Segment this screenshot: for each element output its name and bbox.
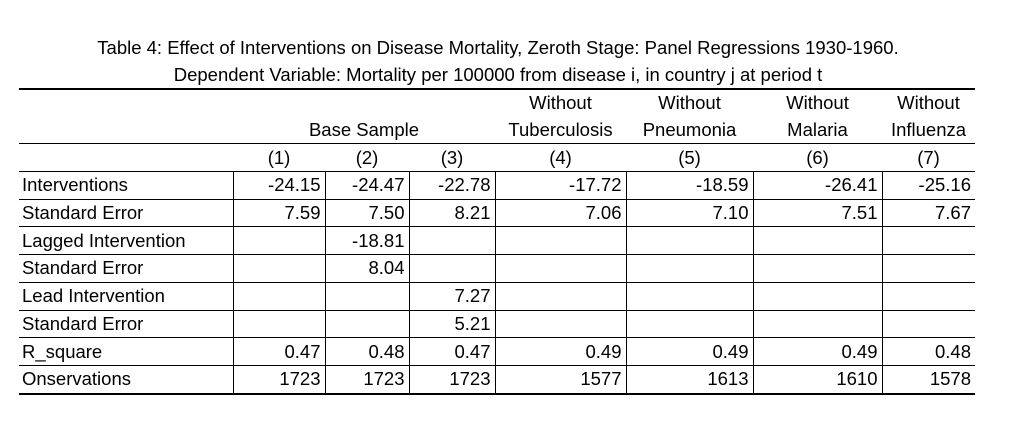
table-cell [626, 310, 754, 339]
column-number: (6) [753, 143, 882, 173]
column-number: (5) [626, 143, 753, 173]
table-cell: 7.50 [325, 199, 410, 228]
table-cell [753, 226, 883, 256]
header-row-columns: (1) (2) (3) (4) (5) (6) (7) [19, 143, 975, 173]
row-label: Standard Error [19, 254, 234, 283]
table-cell [495, 282, 627, 311]
header-pneumonia: Pneumonia [626, 116, 753, 145]
header-base-sample: Base Sample [233, 116, 495, 145]
regression-table: Without Without Without Without Base Sam… [19, 88, 975, 395]
table-cell: 8.04 [325, 254, 410, 283]
table-cell: -17.72 [495, 171, 627, 200]
table-cell [626, 282, 754, 311]
table-cell: 0.47 [409, 337, 496, 366]
table-cell: 0.49 [495, 337, 627, 366]
table-cell [409, 226, 496, 256]
table-cell [626, 254, 754, 283]
table-row: Interventions -24.15 -24.47 -22.78 -17.72 -18… [19, 171, 975, 200]
table-cell: 1613 [626, 365, 754, 395]
table-cell: 7.06 [495, 199, 627, 228]
table-cell [233, 282, 326, 311]
table-row: Standard Error 7.59 7.50 8.21 7.06 7.10 7.51 7.… [19, 199, 975, 228]
table-cell: 0.47 [233, 337, 326, 366]
table-row: Standard Error 8.04 [19, 254, 975, 283]
table-cell [882, 226, 975, 256]
table-row: Lagged Intervention -18.81 [19, 226, 975, 256]
table-cell: 1723 [233, 365, 326, 395]
column-number: (7) [882, 143, 975, 173]
column-number: (3) [409, 143, 495, 173]
table-cell: 7.59 [233, 199, 326, 228]
table-cell: -22.78 [409, 171, 496, 200]
table-cell: -18.81 [325, 226, 410, 256]
table-cell: 7.10 [626, 199, 754, 228]
table-cell: 7.27 [409, 282, 496, 311]
row-label: Lagged Intervention [19, 226, 234, 256]
table-cell [882, 254, 975, 283]
table-cell [495, 310, 627, 339]
table-cell: -25.16 [882, 171, 975, 200]
table-row: R_square 0.47 0.48 0.47 0.49 0.49 0.49 0.48 [19, 337, 975, 366]
row-label: Interventions [19, 171, 234, 200]
table-cell [325, 282, 410, 311]
header-tuberculosis: Tuberculosis [495, 116, 626, 145]
header-without: Without [495, 88, 626, 117]
table-cell [233, 310, 326, 339]
table-row: Standard Error 5.21 [19, 310, 975, 339]
table-cell: 0.49 [753, 337, 883, 366]
table-cell: 1610 [753, 365, 883, 395]
table-cell [495, 254, 627, 283]
table-cell [325, 310, 410, 339]
table-cell [495, 226, 627, 256]
table-cell [233, 254, 326, 283]
column-number: (1) [233, 143, 325, 173]
table-cell: 1723 [409, 365, 496, 395]
header-without: Without [882, 88, 975, 117]
table-subtitle: Dependent Variable: Mortality per 100000… [173, 64, 823, 85]
table-cell: 1577 [495, 365, 627, 395]
table-title: Table 4: Effect of Interventions on Dise… [97, 37, 899, 58]
table-cell [409, 254, 496, 283]
table-cell: 1578 [882, 365, 975, 395]
table-cell: -18.59 [626, 171, 754, 200]
table-row: Onservations 1723 1723 1723 1577 1613 1610 1578 [19, 365, 975, 395]
header-influenza: Influenza [882, 116, 975, 145]
table-cell: -24.47 [325, 171, 410, 200]
table-cell: -26.41 [753, 171, 883, 200]
column-number: (2) [325, 143, 409, 173]
table-cell: 5.21 [409, 310, 496, 339]
header-row-2: Base Sample Tuberculosis Pneumonia Malar… [19, 116, 975, 145]
row-label: Onservations [19, 365, 234, 395]
header-malaria: Malaria [753, 116, 882, 145]
table-cell [233, 226, 326, 256]
row-label: Standard Error [19, 310, 234, 339]
column-number: (4) [495, 143, 626, 173]
row-label: Standard Error [19, 199, 234, 228]
header-without: Without [753, 88, 882, 117]
table-cell: 0.48 [882, 337, 975, 366]
table-cell: -24.15 [233, 171, 326, 200]
table-row: Lead Intervention 7.27 [19, 282, 975, 311]
table-cell: 0.49 [626, 337, 754, 366]
table-cell: 0.48 [325, 337, 410, 366]
table-cell: 8.21 [409, 199, 496, 228]
table-cell [882, 282, 975, 311]
table-cell [753, 254, 883, 283]
row-label: R_square [19, 337, 234, 366]
row-label: Lead Intervention [19, 282, 234, 311]
header-without: Without [626, 88, 753, 117]
table-cell [753, 310, 883, 339]
table-cell [626, 226, 754, 256]
header-row-1: Without Without Without Without [19, 88, 975, 117]
table-cell: 1723 [325, 365, 410, 395]
table-cell [753, 282, 883, 311]
table-cell [882, 310, 975, 339]
table-cell: 7.51 [753, 199, 883, 228]
table-cell: 7.67 [882, 199, 975, 228]
